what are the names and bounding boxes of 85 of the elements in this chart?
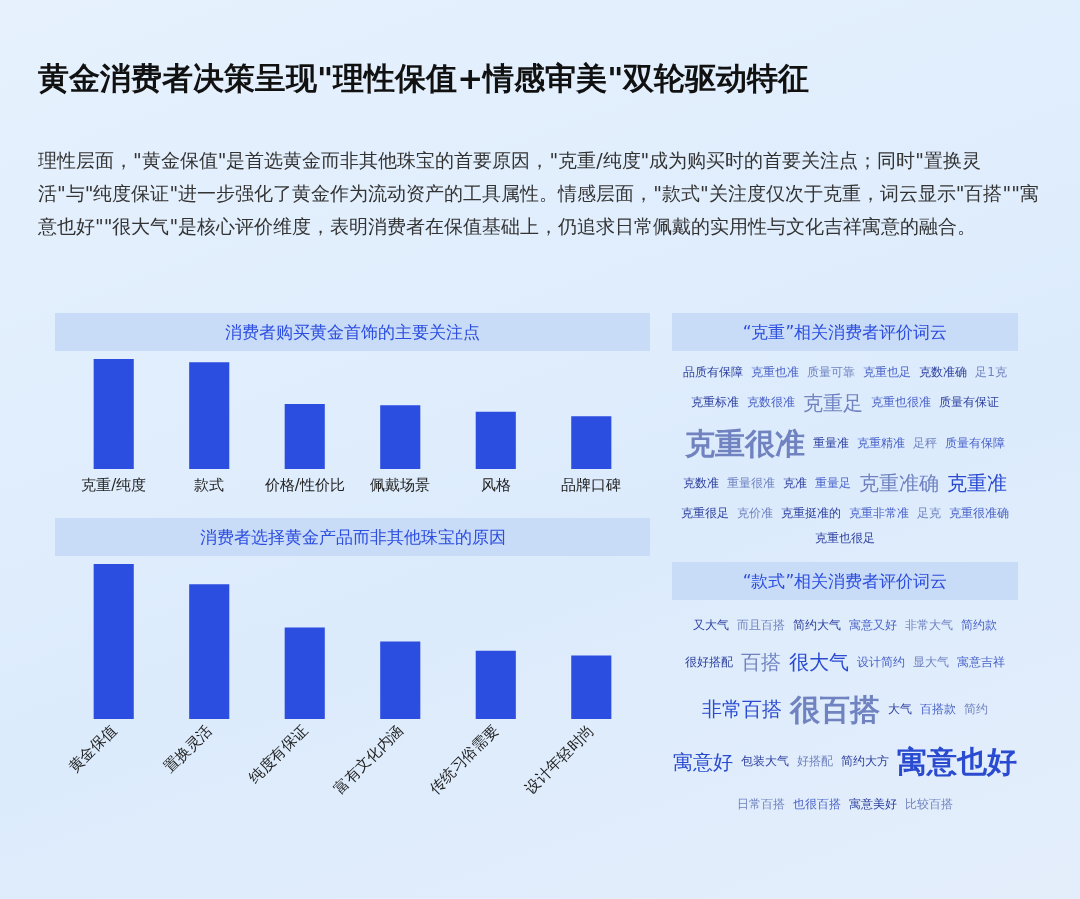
text: 克重很足 [681,505,729,520]
x-tick-label: 黄金保值 [64,721,121,777]
text: 寓意好 [673,749,733,774]
text: 非常大气 [905,617,953,632]
bar [189,362,230,469]
bar [380,405,421,469]
text: 重量足 [815,475,851,490]
text: 理性层面，"黄金保值"是首选黄金而非其他珠宝的首要原因，"克重/纯度"成为购买时的首要关注点；同时"置换灵活"与"纯度保证"进一步强化了黄金作为流动资产的工具属性。情感层面，"款式"关注度仅次于克重，词云显示"百搭""寓意也好""很大气"是核心评价维度，表明消费者在保值基础上，仍追求日常佩戴的实用性与文化吉祥寓意的融合。 [38,148,1040,239]
text: 克重很准 [685,425,805,461]
text: 好搭配 [797,754,833,769]
bar [284,404,325,469]
text: “款式”相关消费者评价词云 [672,562,1018,600]
text: 克重足 [803,391,863,416]
text: 足1克 [975,365,1007,380]
x-tick-label: 纯度有保证 [245,721,312,787]
text: 包装大气 [741,754,789,769]
bar [475,411,516,469]
text: 简约大气 [793,617,841,632]
x-tick-label: 富有文化内涵 [330,721,407,798]
text: 克价准 [737,505,773,520]
chart-title: 消费者购买黄金首饰的主要关注点 [55,313,650,351]
text: 克重也很准 [871,395,931,410]
text: 克重准确 [859,471,939,496]
text: 简约大方 [841,754,889,769]
text: 克重也足 [863,365,912,380]
text: 百搭 [741,650,781,675]
text: 百搭款 [920,701,956,717]
text: 克重也很足 [815,531,875,546]
x-tick-label: 价格/性价比 [263,475,345,494]
text: 显大气 [913,654,949,670]
bar [380,641,421,719]
text: 比较百搭 [905,797,953,812]
text: 质量有保障 [945,435,1005,450]
text: 克数准确 [919,365,968,380]
text: 克数准 [683,475,719,490]
text: 也很百搭 [793,797,841,812]
text: 克重挺准的 [781,505,841,520]
text: 黄金消费者决策呈现"理性保值+情感审美"双轮驱动特征 [38,59,811,98]
text: 简约款 [961,617,997,632]
bar [284,627,325,719]
x-tick-label: 品牌口碑 [561,475,622,494]
text: 日常百搭 [737,797,785,812]
text: “克重”相关消费者评价词云 [672,313,1018,351]
text: 品质有保障 [683,365,744,380]
text: 足克 [917,505,941,520]
chart-title: 消费者选择黄金产品而非其他珠宝的原因 [55,518,650,556]
text: 克重精准 [857,435,905,450]
bar [571,655,612,719]
x-tick-label: 克重/纯度 [81,475,147,494]
text: 寓意美好 [849,797,897,812]
text: 寓意吉祥 [957,654,1005,670]
text: 克重准 [947,471,1007,496]
bar [93,359,134,469]
x-tick-label: 风格 [480,475,511,494]
text: 质量可靠 [807,365,856,380]
bar [93,564,134,719]
x-tick-label: 置换灵活 [160,721,216,777]
text: 质量有保证 [939,395,999,410]
text: 重量很准 [727,475,775,490]
text: 克重很准确 [949,505,1009,520]
text: 设计简约 [857,654,905,670]
bar [571,416,612,469]
x-tick-label: 设计年轻时尚 [521,721,598,798]
text: 很百搭 [790,691,880,727]
text: 克重标准 [691,395,739,410]
text: 很大气 [789,650,849,675]
text: 克准 [783,475,807,490]
text: 简约 [964,701,988,717]
text: 克重也准 [751,365,800,380]
text: 非常百搭 [702,697,782,722]
text: 克数很准 [747,395,795,410]
bar [475,650,516,719]
bar [189,584,230,719]
text: 很好搭配 [685,654,733,670]
text: 寓意又好 [849,617,897,632]
x-tick-label: 款式 [194,475,225,494]
text: 而且百搭 [737,617,785,632]
x-tick-label: 传统习俗需要 [425,721,503,798]
text: 克重非常准 [849,505,909,520]
text: 重量准 [813,435,849,450]
text: 足秤 [913,435,937,450]
text: 寓意也好 [897,744,1017,780]
text: 又大气 [693,617,729,632]
text: 大气 [888,701,912,717]
x-tick-label: 佩戴场景 [370,475,431,494]
